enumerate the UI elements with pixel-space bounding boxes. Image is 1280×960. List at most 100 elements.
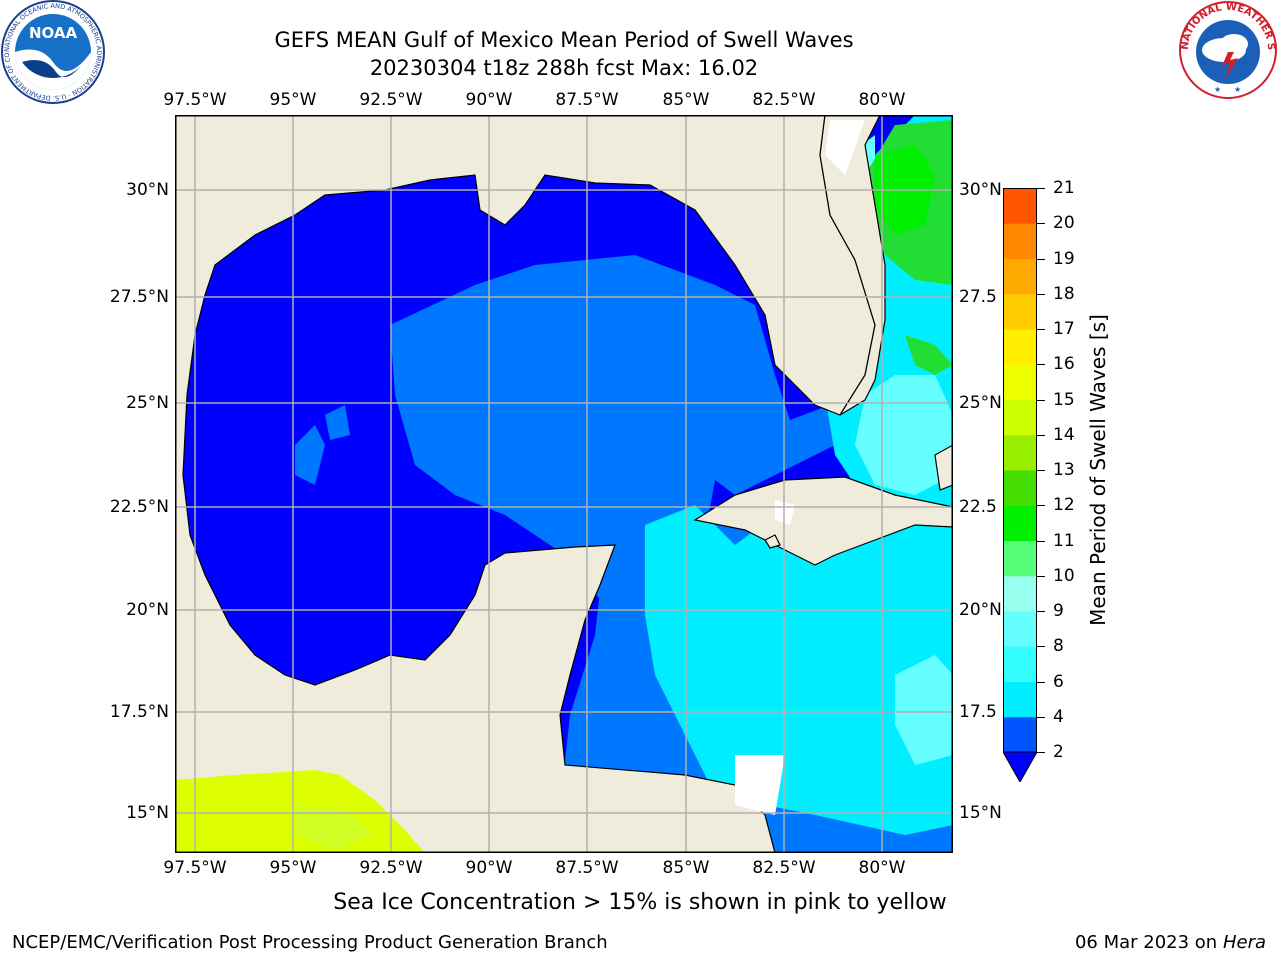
colorbar-tick-label: 19 [1053,248,1075,269]
nws-logo: NATIONAL WEATHER SERVICE ★ ★ [1176,0,1277,99]
lat-tick-left: 22.5°N [109,497,169,517]
lon-tick-top: 97.5°W [163,90,227,110]
colorbar [1003,188,1037,782]
lat-tick-left: 27.5°N [109,287,169,307]
lat-tick-right: 25°N [959,393,1002,413]
colorbar-tick-mark [1037,540,1045,542]
colorbar-segment [1003,611,1037,647]
colorbar-segment [1003,399,1037,436]
colorbar-tick-mark [1037,470,1045,471]
colorbar-tick-label: 4 [1053,706,1064,727]
colorbar-tick-label: 11 [1053,530,1075,551]
colorbar-segment [1003,575,1037,612]
colorbar-segment [1003,505,1037,541]
colorbar-tick-mark [1037,329,1045,330]
colorbar-title: Mean Period of Swell Waves [s] [1086,314,1110,626]
lon-tick-bottom: 87.5°W [555,858,619,878]
colorbar-segment [1003,716,1037,753]
lat-tick-right: 30°N [959,180,1002,200]
run-date: 06 Mar 2023 on Hera [1075,932,1266,953]
colorbar-segment [1003,470,1037,506]
colorbar-tick-mark [1037,716,1045,718]
lat-tick-right: 22.5 [959,497,997,517]
lon-tick-bottom: 85°W [662,858,710,878]
colorbar-tick-mark [1037,364,1045,366]
lon-tick-bottom: 82.5°W [752,858,816,878]
colorbar-segment [1003,188,1037,224]
land-bahamas [934,444,953,491]
land-isla-juventud [764,534,781,549]
chart-title: GEFS MEAN Gulf of Mexico Mean Period of … [274,28,854,52]
colorbar-segment [1003,329,1037,365]
colorbar-tick-mark [1037,611,1045,612]
colorbar-segment [1003,540,1037,577]
colorbar-tick-mark [1037,681,1045,683]
land-cuba [693,476,953,566]
colorbar-tick-label: 14 [1053,424,1075,445]
svg-text:★: ★ [1234,85,1241,94]
chart-subtitle: 20230304 t18z 288h fcst Max: 16.02 [369,56,759,80]
lon-tick-top: 95°W [269,90,317,110]
lat-tick-left: 15°N [126,803,169,823]
lat-tick-right: 20°N [959,600,1002,620]
colorbar-under-triangle [1003,751,1037,782]
colorbar-tick-label: 13 [1053,460,1075,480]
lat-tick-right: 17.5 [959,702,997,722]
colorbar-tick-label: 17 [1053,319,1075,339]
colorbar-tick-mark [1037,505,1045,507]
colorbar-tick-label: 8 [1053,636,1064,657]
lat-tick-left: 20°N [126,600,169,620]
colorbar-tick-label: 15 [1053,389,1075,410]
colorbar-tick-mark [1037,399,1045,401]
noaa-logo-text: NOAA [29,24,78,42]
lon-tick-bottom: 80°W [858,858,906,878]
colorbar-segment [1003,293,1037,330]
colorbar-segment [1003,258,1037,295]
map-panel [175,115,953,853]
colorbar-tick-label: 9 [1053,601,1064,621]
colorbar-tick-label: 16 [1053,354,1075,375]
colorbar-tick-label: 10 [1053,565,1075,586]
sea-ice-note: Sea Ice Concentration > 15% is shown in … [333,890,947,915]
colorbar-tick-label: 20 [1053,213,1075,234]
lon-tick-bottom: 95°W [269,858,317,878]
lon-tick-top: 80°W [858,90,906,110]
lat-tick-left: 17.5°N [109,702,169,722]
lon-tick-top: 85°W [662,90,710,110]
lat-tick-right: 15°N [959,803,1002,823]
colorbar-tick-label: 18 [1053,283,1075,304]
lon-tick-bottom: 97.5°W [163,858,227,878]
svg-text:★: ★ [1214,85,1221,94]
lon-tick-bottom: 92.5°W [359,858,423,878]
lat-tick-left: 30°N [126,180,169,200]
colorbar-tick-label: 21 [1053,178,1075,198]
noaa-logo: NATIONAL OCEANIC AND ATMOSPHERIC ADMINIS… [0,0,105,104]
host-name: Hera [1222,932,1266,953]
colorbar-tick-mark [1037,752,1045,753]
colorbar-segment [1003,646,1037,682]
colorbar-tick-label: 2 [1053,742,1064,762]
lon-tick-top: 87.5°W [555,90,619,110]
lon-tick-top: 92.5°W [359,90,423,110]
colorbar-tick-mark [1037,258,1045,260]
lon-tick-top: 82.5°W [752,90,816,110]
lat-tick-right: 27.5 [959,287,997,307]
lon-tick-bottom: 90°W [465,858,513,878]
run-date-text: 06 Mar 2023 on [1074,932,1218,953]
colorbar-segment [1003,681,1037,718]
colorbar-tick-mark [1037,223,1045,225]
colorbar-tick-mark [1037,575,1045,577]
lat-tick-left: 25°N [126,393,169,413]
gridlines [175,115,953,853]
colorbar-tick-mark [1037,188,1045,189]
colorbar-segment [1003,364,1037,400]
colorbar-segment [1003,434,1037,471]
colorbar-tick-mark [1037,646,1045,648]
colorbar-segment [1003,223,1037,259]
colorbar-tick-label: 12 [1053,495,1075,516]
credit-text: NCEP/EMC/Verification Post Processing Pr… [12,932,608,953]
lon-tick-top: 90°W [465,90,513,110]
colorbar-tick-mark [1037,293,1045,295]
colorbar-tick-label: 6 [1053,671,1064,692]
colorbar-tick-mark [1037,434,1045,436]
